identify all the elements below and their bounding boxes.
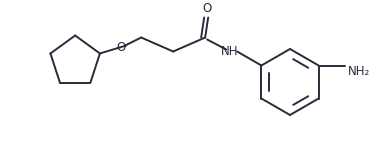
Text: O: O <box>116 41 126 54</box>
Text: NH: NH <box>221 45 238 58</box>
Text: NH₂: NH₂ <box>348 65 370 78</box>
Text: O: O <box>202 2 212 15</box>
